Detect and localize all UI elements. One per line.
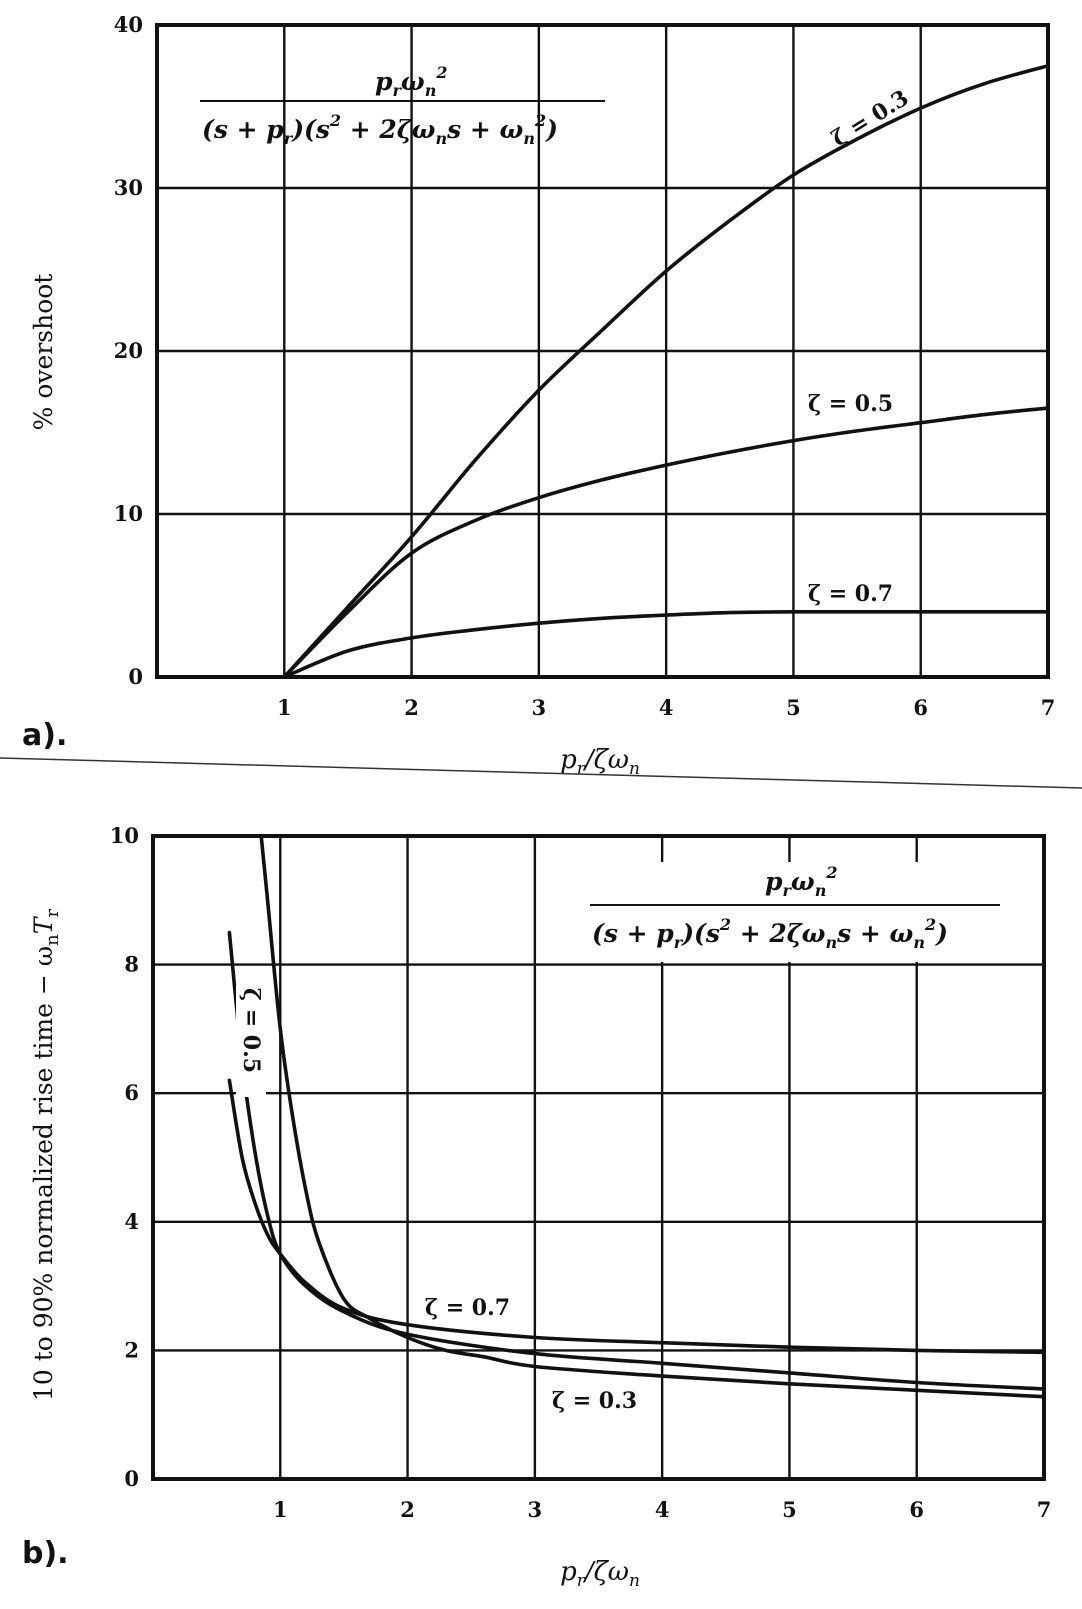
curve-label-b-zeta-0.7: ζ = 0.7 <box>425 1295 510 1321</box>
formula-b: prωn2 (s + pr)(s2 + 2ζωns + ωn2) <box>590 863 1000 952</box>
curve-a-0.3 <box>282 64 1050 679</box>
y-tick-label-a: 40 <box>114 12 143 37</box>
y-axis-label-b: 10 to 90% normalized rise time − ωnTr <box>29 909 63 1402</box>
y-axis-label-a: % overshoot <box>29 274 58 431</box>
y-tick-label-b: 10 <box>110 823 139 848</box>
curve-b-0.7 <box>227 1078 1046 1355</box>
formula-denominator-a: (s + pr)(s2 + 2ζωns + ωn2) <box>202 111 558 148</box>
curve-label-a-zeta-0.7: ζ = 0.7 <box>808 581 893 607</box>
curve-a-0.7 <box>282 609 1050 679</box>
y-ticks-a: 0 10 20 30 40 <box>114 12 143 689</box>
curve-a-0.5 <box>282 406 1050 679</box>
x-tick-label-b: 6 <box>909 1497 924 1522</box>
x-tick-label-a: 1 <box>277 695 292 720</box>
y-tick-label-a: 30 <box>114 175 143 200</box>
curve-label-b-zeta-0.3: ζ = 0.3 <box>552 1388 637 1414</box>
x-tick-label-a: 6 <box>913 695 928 720</box>
x-tick-label-a: 7 <box>1041 695 1056 720</box>
y-tick-label-b: 8 <box>124 952 139 977</box>
panel-separator <box>0 757 1082 789</box>
x-ticks-b: 1 2 3 4 5 6 7 <box>273 1497 1051 1522</box>
x-ticks-a: 1 2 3 4 5 6 7 <box>277 695 1055 720</box>
plot-frame-b <box>151 834 1046 1481</box>
x-tick-label-b: 2 <box>400 1497 415 1522</box>
x-tick-label-b: 1 <box>273 1497 288 1522</box>
curve-label-backdrop-b-0.5 <box>236 985 266 1097</box>
x-tick-label-b: 7 <box>1037 1497 1052 1522</box>
x-tick-label-b: 3 <box>528 1497 543 1522</box>
y-tick-label-a: 0 <box>128 664 143 689</box>
curve-label-b-zeta-0.5: ζ = 0.5 <box>238 988 264 1073</box>
x-tick-label-b: 5 <box>782 1497 797 1522</box>
y-tick-label-b: 2 <box>124 1337 139 1362</box>
y-tick-label-a: 10 <box>114 501 143 526</box>
y-ticks-b: 0 2 4 6 8 10 <box>110 823 139 1491</box>
panel-label-b: b). <box>22 1536 69 1571</box>
x-tick-label-a: 4 <box>659 695 674 720</box>
x-axis-label-b: pr/ζωn <box>560 1557 640 1591</box>
curves-a <box>282 64 1050 679</box>
y-tick-label-a: 20 <box>114 338 143 363</box>
x-tick-label-a: 3 <box>532 695 547 720</box>
panel-label-a: a). <box>22 718 67 753</box>
formula-backdrop-b <box>575 862 1010 962</box>
curve-b-0.5 <box>227 930 1046 1391</box>
formula-a: prωn2 (s + pr)(s2 + 2ζωns + ωn2) <box>200 63 605 148</box>
grid-a <box>157 23 1050 679</box>
y-tick-label-b: 6 <box>124 1080 139 1105</box>
curves-b <box>227 834 1046 1399</box>
y-tick-label-b: 0 <box>124 1466 139 1491</box>
formula-numerator-b: prωn2 <box>765 863 838 900</box>
plot-frame-a <box>155 23 1050 679</box>
curve-label-a-zeta-0.5: ζ = 0.5 <box>808 391 893 417</box>
x-tick-label-a: 2 <box>404 695 419 720</box>
overshoot-chart: 0 10 20 30 40 1 2 3 4 5 6 7 prωn2 (s + pr)(s2 + 2ζ… <box>22 12 1055 779</box>
x-tick-label-a: 5 <box>786 695 801 720</box>
y-tick-label-b: 4 <box>124 1209 139 1234</box>
curve-b-0.3 <box>259 834 1046 1399</box>
formula-numerator-a: prωn2 <box>375 63 448 100</box>
x-tick-label-b: 4 <box>655 1497 670 1522</box>
formula-denominator-b: (s + pr)(s2 + 2ζωns + ωn2) <box>592 915 948 952</box>
